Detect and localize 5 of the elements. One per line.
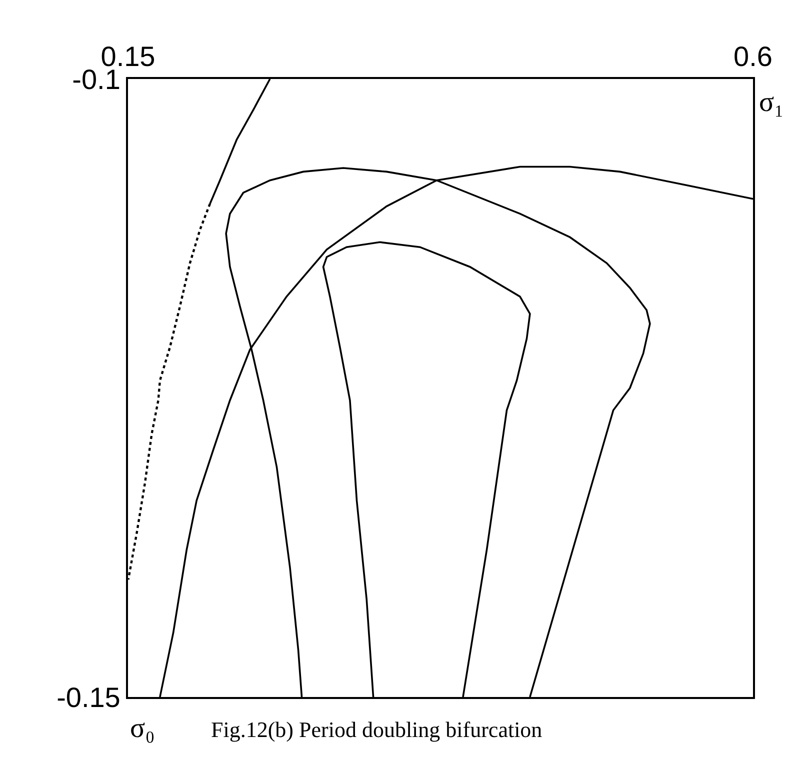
y-tick-label: -0.15	[56, 682, 120, 713]
y-axis-title: σ₁	[759, 87, 784, 118]
x-axis-title: σ₀	[130, 713, 155, 744]
x-tick-label: 0.6	[734, 40, 772, 72]
caption: Fig.12(b) Period doubling bifurcation	[211, 717, 542, 742]
